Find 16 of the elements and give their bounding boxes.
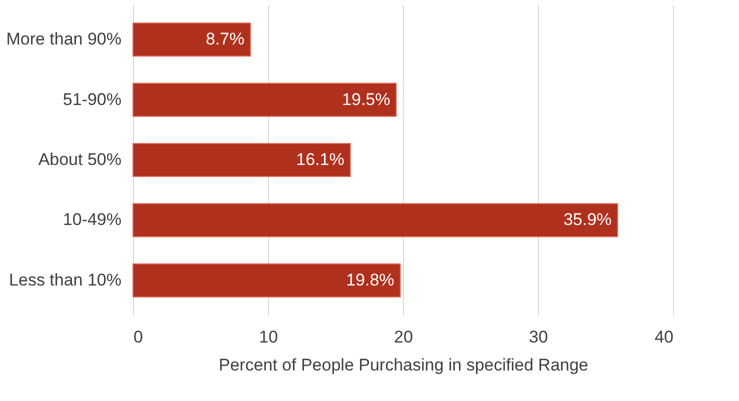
x-tick-label: 10 [259,328,278,346]
data-label: 8.7% [206,30,244,49]
y-tick-label: 51-90% [62,90,122,109]
y-tick-label: More than 90% [6,30,122,49]
x-axis-title: Percent of People Purchasing in specified Range [218,356,588,374]
data-label: 19.5% [342,90,390,109]
x-tick-label: 20 [394,328,413,346]
y-tick-label: 10-49% [62,210,122,230]
x-tick-label: 40 [654,328,674,346]
x-tick-label: 0 [134,328,143,346]
data-label: 16.1% [296,150,344,169]
data-label: 19.8% [346,270,394,290]
y-tick-label: About 50% [38,150,122,169]
y-tick-label: Less than 10% [9,270,122,290]
x-tick-label: 30 [529,328,548,346]
data-label: 35.9% [563,210,612,230]
